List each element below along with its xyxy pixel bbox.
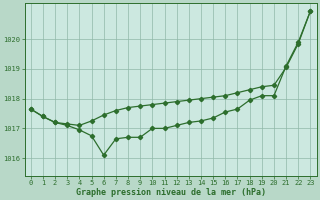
X-axis label: Graphe pression niveau de la mer (hPa): Graphe pression niveau de la mer (hPa) [76,188,266,197]
